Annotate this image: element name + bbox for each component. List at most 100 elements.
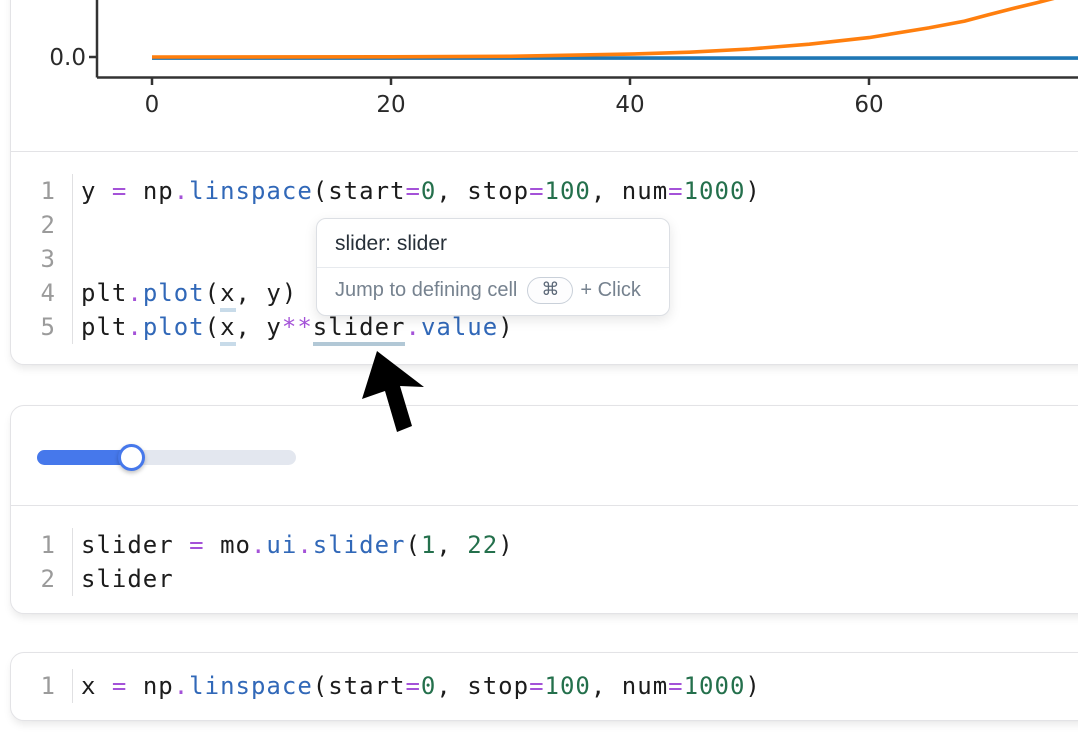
- line-number: 2: [40, 565, 56, 593]
- code-token: 0: [420, 672, 437, 700]
- code-token: [127, 177, 142, 205]
- code-token: 1: [420, 531, 437, 559]
- line-number: 3: [40, 245, 56, 273]
- code-token: 100: [544, 177, 591, 205]
- code-token: .: [297, 531, 313, 559]
- code-token: ui: [266, 531, 298, 559]
- code-token: ): [745, 672, 761, 700]
- code-token: (: [405, 531, 421, 559]
- code-token: , num: [590, 177, 669, 205]
- code-token: =: [111, 672, 128, 700]
- line-number: 1: [40, 672, 56, 700]
- code-token: 1000: [683, 672, 746, 700]
- code-token: linspace: [189, 672, 313, 700]
- code-line[interactable]: slider: [81, 562, 1078, 596]
- code-line[interactable]: slider = mo.ui.slider(1, 22): [81, 528, 1078, 562]
- code-token: =: [668, 177, 684, 205]
- code-token: slider: [81, 531, 174, 559]
- code-token: np: [142, 177, 174, 205]
- line-number-gutter: 1: [11, 669, 73, 703]
- code-token: plt: [81, 313, 128, 341]
- code-token: [96, 177, 111, 205]
- code-token: , y: [235, 313, 282, 341]
- code-token: ): [498, 313, 514, 341]
- slider-track[interactable]: [37, 444, 296, 471]
- line-number: 2: [40, 211, 56, 239]
- variable-tooltip: slider: slider Jump to defining cell ⌘ +…: [316, 218, 670, 316]
- tooltip-hint: Jump to defining cell ⌘ + Click: [317, 268, 669, 315]
- notebook-cell-x[interactable]: 1 x = np.linspace(start=0, stop=100, num…: [10, 652, 1078, 721]
- slider-fill: [37, 450, 140, 465]
- code-token: =: [405, 177, 421, 205]
- code-token: .: [127, 279, 143, 307]
- code-token: [96, 672, 111, 700]
- code-token: x: [81, 672, 97, 700]
- code-token: [205, 531, 220, 559]
- code-token: np: [142, 672, 174, 700]
- code-token: ): [745, 177, 761, 205]
- code-token: (start: [312, 177, 406, 205]
- code-token: **: [281, 313, 313, 341]
- code-line[interactable]: plt.plot(x, y): [81, 276, 1078, 312]
- code-editor[interactable]: 1 x = np.linspace(start=0, stop=100, num…: [11, 653, 1078, 719]
- code-token: , stop: [436, 177, 530, 205]
- code-token: [174, 531, 189, 559]
- slider-handle[interactable]: [117, 444, 145, 471]
- code-token: =: [405, 672, 421, 700]
- code-token: linspace: [189, 177, 313, 205]
- cross-cell-reference[interactable]: x: [220, 313, 236, 346]
- line-number: 1: [40, 531, 56, 559]
- code-token: 0: [420, 177, 437, 205]
- code-lines[interactable]: x = np.linspace(start=0, stop=100, num=1…: [73, 669, 1078, 703]
- code-lines[interactable]: y = np.linspace(start=0, stop=100, num=1…: [73, 174, 1078, 346]
- code-lines[interactable]: slider = mo.ui.slider(1, 22) slider: [73, 528, 1078, 596]
- line-number: 1: [40, 177, 56, 205]
- cross-cell-reference[interactable]: slider: [312, 313, 406, 346]
- code-token: , y): [235, 279, 298, 307]
- code-token: .: [173, 177, 190, 205]
- code-token: .: [127, 313, 143, 341]
- code-token: plot: [142, 279, 205, 307]
- code-token: slider: [81, 565, 174, 593]
- code-token: y: [81, 177, 97, 205]
- code-token: mo: [220, 531, 251, 559]
- code-token: plt: [81, 279, 128, 307]
- code-token: =: [189, 531, 205, 559]
- code-token: =: [529, 672, 545, 700]
- code-token: , stop: [436, 672, 530, 700]
- code-token: .: [173, 672, 190, 700]
- code-token: , num: [590, 672, 669, 700]
- code-token: [127, 672, 142, 700]
- code-token: =: [668, 672, 684, 700]
- code-token: (: [204, 313, 221, 341]
- code-token: 100: [544, 672, 591, 700]
- code-token: =: [529, 177, 545, 205]
- line-number: 5: [40, 313, 56, 341]
- code-token: slider: [312, 531, 406, 559]
- code-token: =: [111, 177, 128, 205]
- code-token: value: [420, 313, 499, 341]
- line-number: 4: [40, 279, 56, 307]
- code-token: (start: [312, 672, 406, 700]
- code-token: ): [498, 531, 514, 559]
- code-token: (: [204, 279, 221, 307]
- tooltip-divider: [317, 267, 669, 268]
- code-token: 1000: [683, 177, 746, 205]
- code-line[interactable]: plt.plot(x, y**slider.value): [81, 310, 1078, 346]
- code-token: .: [405, 313, 421, 341]
- code-line[interactable]: x = np.linspace(start=0, stop=100, num=1…: [81, 669, 1078, 703]
- tooltip-click-text: + Click: [580, 279, 641, 301]
- code-token: 22: [467, 531, 499, 559]
- cell-output-slider: [11, 406, 1078, 505]
- tooltip-variable-name: slider: slider: [335, 232, 448, 255]
- code-line[interactable]: y = np.linspace(start=0, stop=100, num=1…: [81, 174, 1078, 208]
- cross-cell-reference[interactable]: x: [220, 279, 236, 312]
- line-number-gutter: 1 2 3 4 5: [11, 174, 73, 344]
- cell-output-chart: [11, 0, 1078, 151]
- tooltip-action-text: Jump to defining cell: [335, 279, 518, 301]
- command-key-icon: ⌘: [527, 277, 574, 304]
